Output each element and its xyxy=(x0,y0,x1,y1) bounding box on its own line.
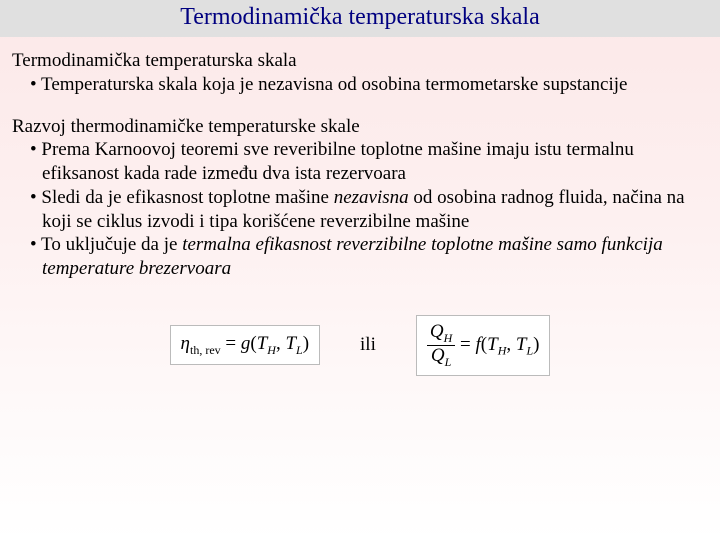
eq1-TL: T xyxy=(285,333,296,354)
eq1-eta: η xyxy=(181,333,190,354)
section1-bullet1: • Temperaturska skala koja je nezavisna … xyxy=(12,73,708,97)
eq2-den: QL xyxy=(427,346,455,369)
eq2-num: QH xyxy=(427,322,455,346)
eq2-TL: T xyxy=(516,334,527,355)
eq2-rp: ) xyxy=(533,334,539,355)
equation-row: ηth, rev = g(TH, TL) ili QH QL = f(TH, T… xyxy=(12,315,708,376)
eq2-comma: , xyxy=(506,334,516,355)
eq1-TH: T xyxy=(257,333,268,354)
eq2-QHsub: H xyxy=(444,331,453,345)
section2-bullet3-a: • To uključuje da je xyxy=(30,234,182,255)
eq1-comma: , xyxy=(276,333,286,354)
slide-title-bar: Termodinamička temperaturska skala xyxy=(0,0,720,37)
section1-heading: Termodinamička temperaturska skala xyxy=(12,49,708,73)
equation-2: QH QL = f(TH, TL) xyxy=(416,315,551,376)
eq2-QH: Q xyxy=(430,321,444,342)
section2-bullet2-a: • Sledi da je efikasnost toplotne mašine xyxy=(30,187,334,208)
eq1-THsub: H xyxy=(267,343,276,357)
eq1-TLsub: L xyxy=(296,343,303,357)
eq1-g: g xyxy=(241,333,251,354)
equation-1: ηth, rev = g(TH, TL) xyxy=(170,325,320,365)
section2-bullet2: • Sledi da je efikasnost toplotne mašine… xyxy=(12,186,708,234)
eq2-TH: T xyxy=(487,334,498,355)
slide-content: Termodinamička temperaturska skala • Tem… xyxy=(0,37,720,376)
section2-heading: Razvoj thermodinamičke temperaturske ska… xyxy=(12,115,708,139)
equation-connector: ili xyxy=(360,333,376,357)
eq1-eq: = xyxy=(221,333,241,354)
section2-bullet1: • Prema Karnoovoj teoremi sve reveribiln… xyxy=(12,138,708,186)
eq2-QLsub: L xyxy=(445,355,452,369)
eq2-QL: Q xyxy=(431,345,445,366)
eq1-sub: th, rev xyxy=(190,343,221,357)
slide-title: Termodinamička temperaturska skala xyxy=(0,4,720,31)
eq2-fraction: QH QL xyxy=(427,322,455,369)
eq1-rp: ) xyxy=(303,333,309,354)
section2-bullet2-em: nezavisna xyxy=(334,187,409,208)
eq2-eq: = xyxy=(455,334,475,355)
section2-bullet3: • To uključuje da je termalna efikasnost… xyxy=(12,233,708,281)
